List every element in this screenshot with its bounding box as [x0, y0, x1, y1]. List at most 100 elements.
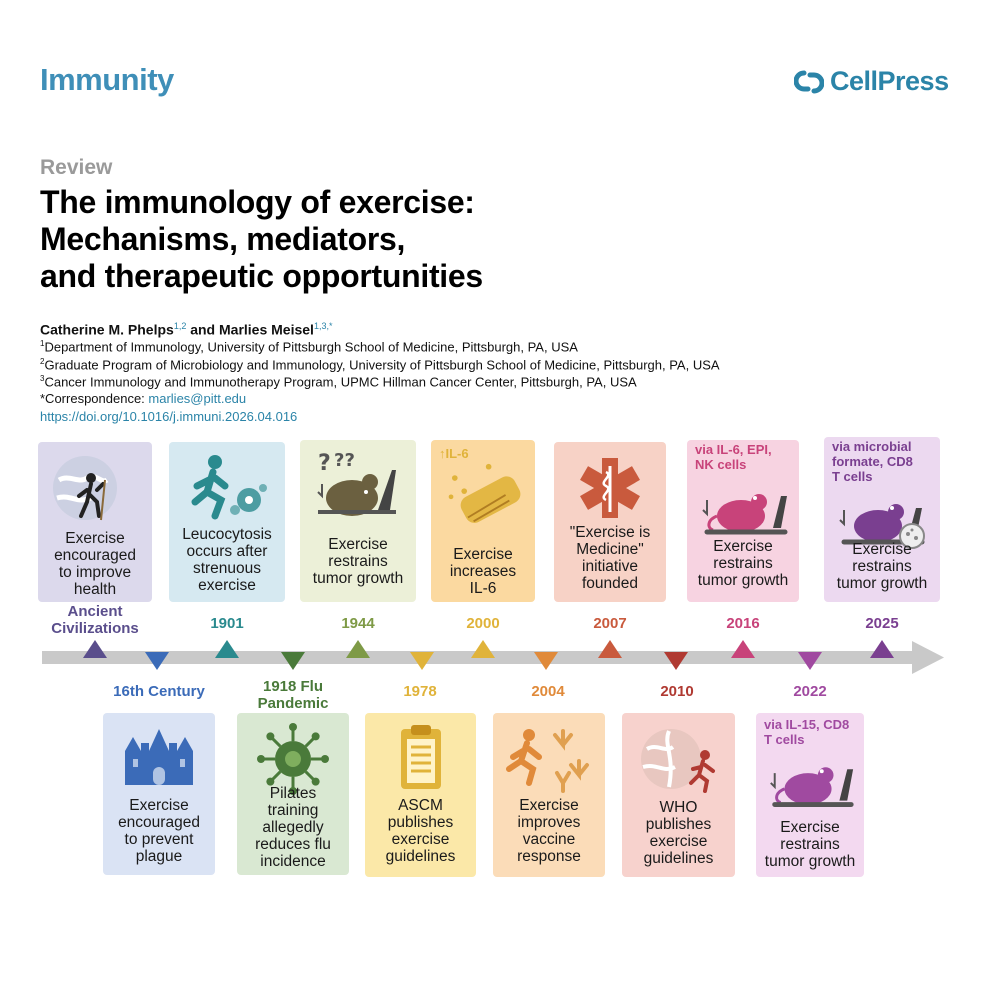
- event-caption: Exercise improves vaccine response: [517, 797, 581, 865]
- timeline-marker-bottom-1: [281, 652, 305, 670]
- author-affiliation-ref[interactable]: 1,2: [173, 321, 187, 331]
- correspondence-email-link[interactable]: marlies@pitt.edu: [148, 391, 247, 406]
- cellpress-logo-icon: [794, 70, 824, 93]
- timeline-marker-top-4: [598, 640, 622, 658]
- globe-runner-icon: [640, 729, 715, 793]
- timeline-marker-top-0: [83, 640, 107, 658]
- author-affiliation-ref[interactable]: 1,3,*: [313, 321, 333, 331]
- timeline-event-card: ??? Exercise restrains tumor growth: [300, 440, 416, 602]
- event-year-label: 2022: [793, 683, 827, 700]
- timeline-marker-bottom-2: [410, 652, 434, 670]
- affiliation-text: Department of Immunology, University of …: [44, 339, 578, 355]
- publisher-logo: CellPress: [794, 66, 949, 97]
- author-name[interactable]: Catherine M. Phelps: [40, 321, 174, 338]
- event-note: via microbial formate, CD8 T cells: [832, 439, 913, 484]
- timeline-marker-bottom-0: [145, 652, 169, 670]
- affiliation-text: Graduate Program of Microbiology and Imm…: [44, 357, 720, 373]
- event-note: via IL-6, EPI, NK cells: [695, 442, 772, 472]
- title-line: and therapeutic opportunities: [40, 258, 483, 294]
- author-name[interactable]: Marlies Meisel: [219, 321, 314, 338]
- castle-icon: [125, 729, 193, 785]
- event-year-label: Ancient Civilizations: [51, 603, 139, 637]
- event-caption: Exercise restrains tumor growth: [312, 536, 404, 587]
- title-line: The immunology of exercise:: [40, 184, 475, 220]
- mouse-treadmill-icon: [702, 494, 788, 535]
- event-year-label: 2010: [660, 683, 694, 700]
- timeline-arrowhead-icon: [912, 641, 944, 674]
- event-year-label: 1901: [210, 615, 244, 632]
- event-caption: Exercise restrains tumor growth: [836, 541, 928, 592]
- clipboard-icon: [400, 725, 441, 789]
- timeline-marker-bottom-3: [534, 652, 558, 670]
- timeline-marker-top-5: [731, 640, 755, 658]
- timeline-marker-top-2: [346, 640, 370, 658]
- article-section: Review: [40, 156, 113, 179]
- event-note: ↑IL-6: [439, 446, 469, 461]
- timeline-event-card: "Exercise is Medicine" initiative founded: [554, 442, 666, 602]
- affiliation-number: 1: [40, 339, 45, 348]
- event-year-label: 2004: [531, 683, 565, 700]
- event-caption: WHO publishes exercise guidelines: [643, 799, 714, 867]
- timeline-marker-top-3: [471, 640, 495, 658]
- runner-cells-icon: [191, 455, 267, 520]
- timeline-marker-top-1: [215, 640, 239, 658]
- runner-antibody-icon: [506, 729, 589, 793]
- doi-link[interactable]: https://doi.org/10.1016/j.immuni.2026.04…: [40, 409, 298, 424]
- timeline-event-card: ↑IL-6 Exercise increases IL-6: [431, 440, 535, 602]
- timeline-event-card: via IL-6, EPI, NK cells Exercise restrains t…: [687, 440, 799, 602]
- event-caption: Exercise increases IL-6: [449, 546, 517, 597]
- muscle-fiber-icon: [448, 463, 521, 523]
- globe-hiker-icon: [53, 456, 117, 521]
- event-caption: Exercise restrains tumor growth: [764, 819, 856, 870]
- event-caption: Exercise encouraged to prevent plague: [118, 797, 200, 865]
- event-caption: Exercise restrains tumor growth: [697, 538, 789, 589]
- mouse-treadmill-icon: [770, 767, 854, 807]
- author-list: Catherine M. Phelps1,2 and Marlies Meise…: [40, 321, 332, 338]
- timeline-event-card: WHO publishes exercise guidelines: [622, 713, 735, 877]
- mouse-question-icon: ???: [317, 450, 396, 516]
- timeline-marker-top-6: [870, 640, 894, 658]
- event-caption: "Exercise is Medicine" initiative founded: [569, 524, 651, 592]
- event-year-label: 16th Century: [113, 683, 205, 700]
- star-of-life-icon: [580, 458, 640, 518]
- timeline-event-card: via microbial formate, CD8 T cells Exercise…: [824, 437, 940, 602]
- svg-text:?: ?: [318, 451, 331, 476]
- timeline-event-card: ASCM publishes exercise guidelines: [365, 713, 476, 877]
- event-caption: ASCM publishes exercise guidelines: [385, 797, 456, 865]
- title-line: Mechanisms, mediators,: [40, 221, 406, 257]
- event-year-label: 2025: [865, 615, 899, 632]
- affiliation-number: 2: [40, 357, 45, 366]
- event-caption: Exercise encouraged to improve health: [54, 530, 136, 598]
- journal-name: Immunity: [40, 62, 174, 97]
- event-year-label: 1944: [341, 615, 375, 632]
- timeline-marker-bottom-5: [798, 652, 822, 670]
- affiliation-text: Cancer Immunology and Immunotherapy Prog…: [44, 374, 637, 390]
- svg-text:??: ??: [334, 450, 355, 471]
- event-note: via IL-15, CD8 T cells: [764, 717, 850, 747]
- virus-icon: [257, 723, 329, 795]
- event-year-label: 1978: [403, 683, 437, 700]
- correspondence: *Correspondence: marlies@pitt.edu: [40, 391, 246, 406]
- timeline-event-card: Pilates training allegedly reduces flu incid…: [237, 713, 349, 875]
- event-caption: Pilates training allegedly reduces flu incid…: [255, 785, 331, 870]
- event-year-label: 2000: [466, 615, 500, 632]
- timeline-event-card: Leucocytosis occurs after strenuous exercis…: [169, 442, 285, 602]
- timeline-event-card: Exercise encouraged to improve health: [38, 442, 152, 602]
- affiliation: 3Cancer Immunology and Immunotherapy Pro…: [40, 374, 637, 389]
- event-caption: Leucocytosis occurs after strenuous exercis…: [182, 526, 272, 594]
- affiliation: 2Graduate Program of Microbiology and Im…: [40, 357, 720, 372]
- author-conjunction: and: [186, 321, 219, 338]
- event-year-label: 2007: [593, 615, 627, 632]
- publisher-name: CellPress: [830, 66, 949, 96]
- mouse-microbe-icon: [839, 504, 925, 549]
- article-title: The immunology of exercise: Mechanisms, …: [40, 184, 483, 295]
- correspondence-label: *Correspondence:: [40, 391, 149, 406]
- affiliation: 1Department of Immunology, University of…: [40, 339, 578, 354]
- event-year-label: 1918 Flu Pandemic: [257, 678, 329, 712]
- affiliation-number: 3: [40, 374, 45, 383]
- event-year-label: 2016: [726, 615, 760, 632]
- timeline-event-card: via IL-15, CD8 T cells Exercise restrains tu…: [756, 713, 864, 877]
- timeline-marker-bottom-4: [664, 652, 688, 670]
- timeline-event-card: Exercise encouraged to prevent plague: [103, 713, 215, 875]
